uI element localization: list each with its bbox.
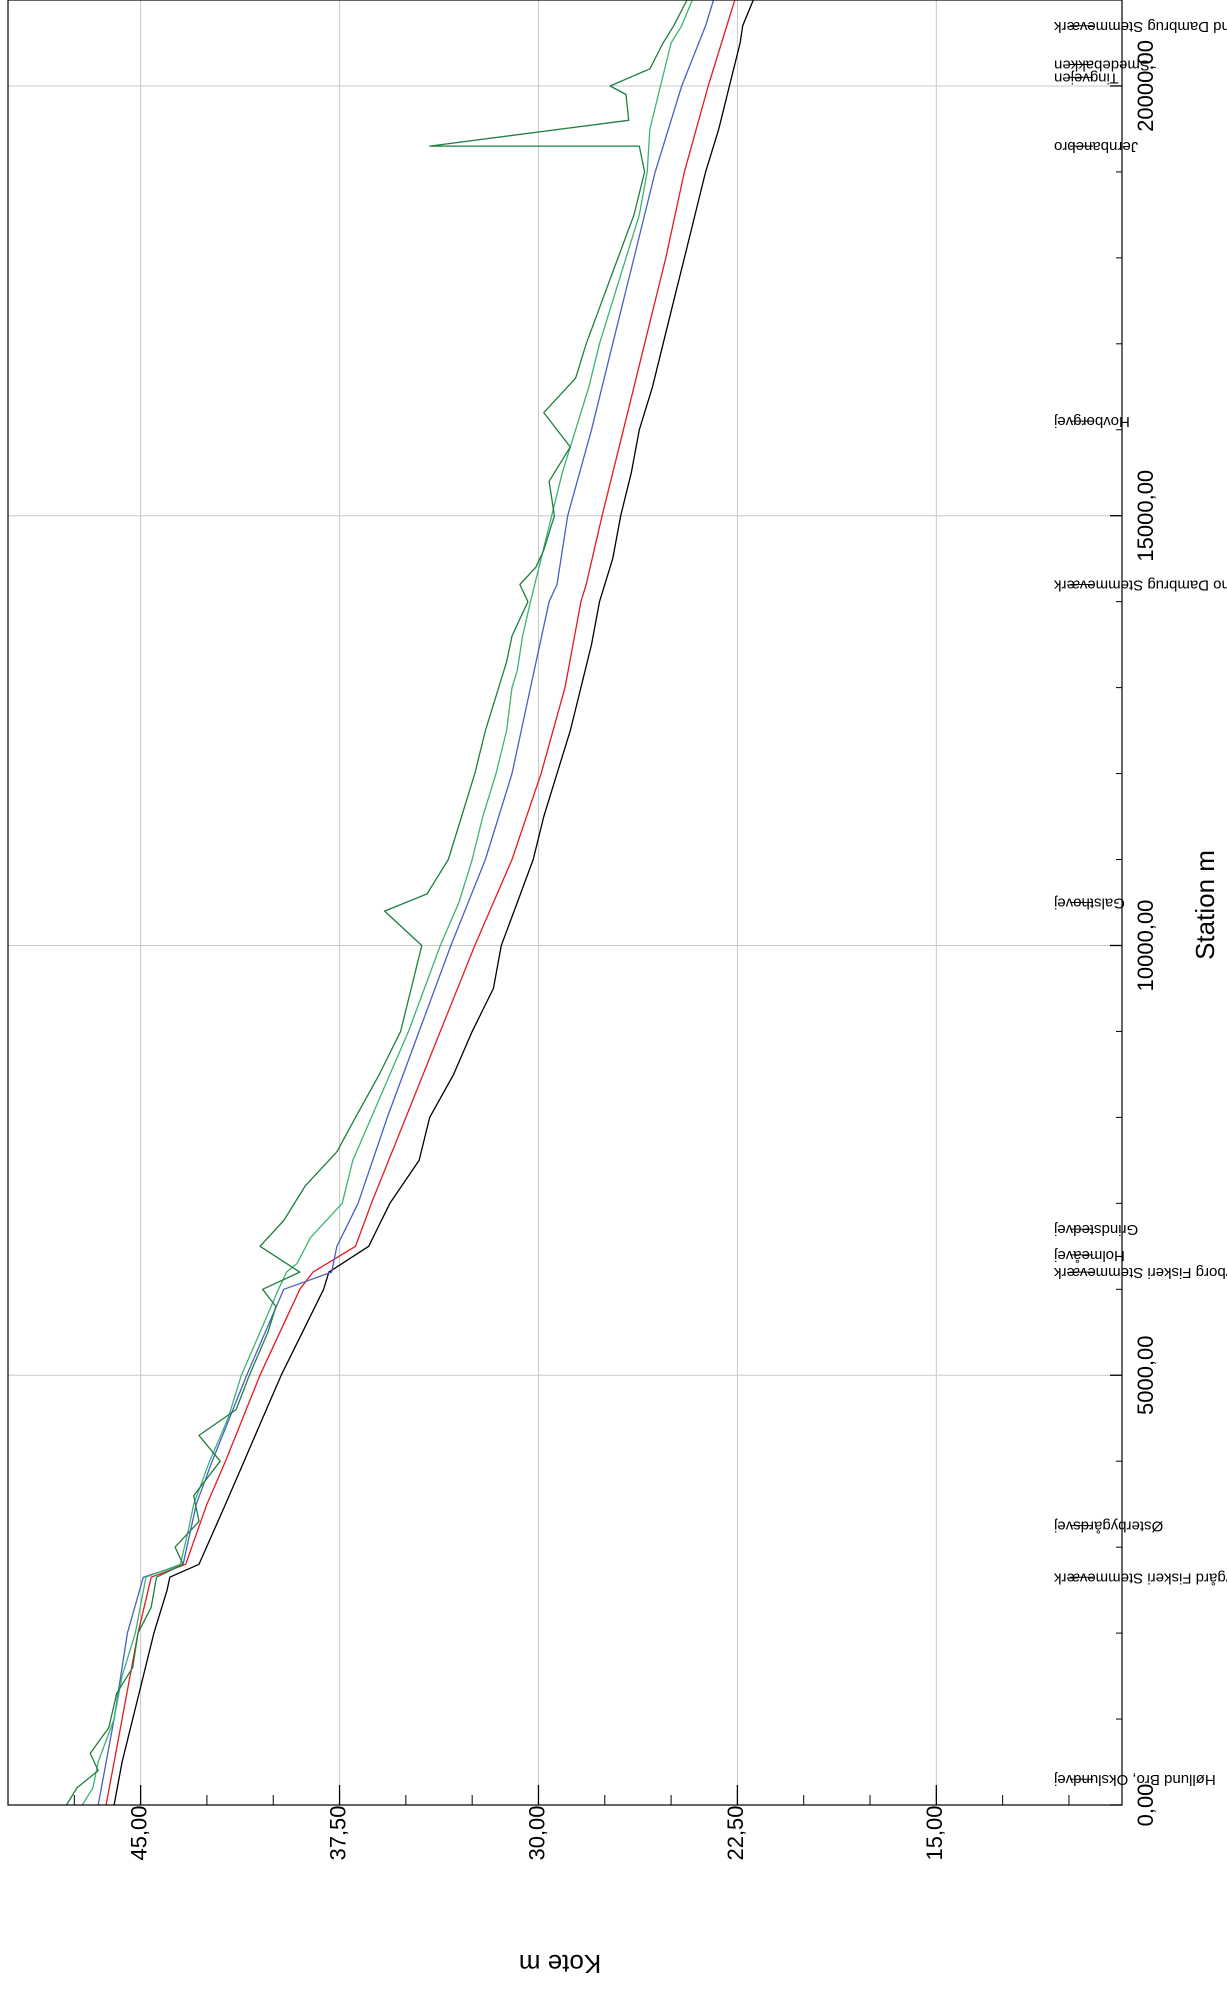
y-axis-title: Kote m [519,1949,601,1979]
station-tick-label: 5000,00 [1133,1335,1158,1415]
plot-frame [7,0,1123,1806]
gridlines [8,0,1122,1806]
elevation-axis-tick-labels: 15,00 22,50 30,00 37,50 45,00 [126,1805,947,1860]
structure-label: Smedebakken [1054,56,1150,73]
station-axis-tick-labels: 0,00 5000,00 10000,00 15000,00 20000,00 [1133,40,1158,1826]
data-series [65,0,754,1806]
structure-label: Hesselho Dambrug Stemmeværk [1054,577,1227,594]
structure-label: Tingvejen [1054,69,1118,86]
station-tick-label: 0,00 [1133,1784,1158,1827]
elevation-tick-label: 45,00 [126,1805,151,1860]
structure-label: Galsthovej [1054,895,1125,912]
station-tick-label: 15000,00 [1133,470,1158,562]
station-axis-ticks [1110,0,1122,1806]
elevation-axis-ticks [7,1785,1070,1805]
series-line-4 [81,0,693,1806]
structure-label: Grindstedvej [1054,1221,1138,1238]
x-axis-title: Station m [1190,850,1220,960]
structure-label: Hovborgvej [1054,413,1130,430]
station-tick-label: 20000,00 [1133,40,1158,132]
series-line-2 [105,0,736,1806]
series-line-1 [113,0,754,1806]
structure-label: Høllund Bro, Okslundvej [1054,1771,1216,1788]
structure-label: Puglund Dambrug Stemmeværk [1054,18,1227,35]
structure-label: Holmeåvej [1054,1247,1125,1264]
elevation-tick-label: 15,00 [922,1805,947,1860]
structure-label: Hovborg Fiskeri Stemmeværk [1054,1264,1227,1281]
series-line-5 [65,0,688,1806]
structure-markers: Høllund Bro, Okslundvej Østerbygård Fiske… [1054,18,1227,1788]
structure-label: Østerbygårdsvej [1054,1518,1163,1535]
elevation-tick-label: 22,50 [723,1805,748,1860]
elevation-tick-label: 30,00 [524,1805,549,1860]
structure-label: Jernbanebro [1054,138,1138,155]
station-tick-label: 10000,00 [1133,900,1158,992]
structure-label: Østerbygård Fiskeri Stemmeværk [1054,1569,1227,1586]
elevation-tick-label: 37,50 [325,1805,350,1860]
series-line-3 [97,0,715,1806]
